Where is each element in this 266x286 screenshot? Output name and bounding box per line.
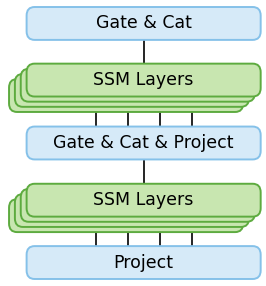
FancyBboxPatch shape	[27, 246, 261, 279]
Text: SSM Layers: SSM Layers	[93, 191, 194, 209]
FancyBboxPatch shape	[27, 184, 261, 217]
FancyBboxPatch shape	[21, 189, 255, 222]
FancyBboxPatch shape	[27, 64, 261, 97]
Text: Gate & Cat & Project: Gate & Cat & Project	[53, 134, 234, 152]
FancyBboxPatch shape	[9, 199, 243, 232]
FancyBboxPatch shape	[27, 7, 261, 40]
FancyBboxPatch shape	[15, 74, 249, 107]
Text: Project: Project	[114, 254, 174, 271]
FancyBboxPatch shape	[15, 194, 249, 227]
FancyBboxPatch shape	[9, 79, 243, 112]
FancyBboxPatch shape	[21, 69, 255, 102]
Text: Gate & Cat: Gate & Cat	[96, 15, 192, 32]
Text: SSM Layers: SSM Layers	[93, 71, 194, 89]
FancyBboxPatch shape	[27, 126, 261, 160]
